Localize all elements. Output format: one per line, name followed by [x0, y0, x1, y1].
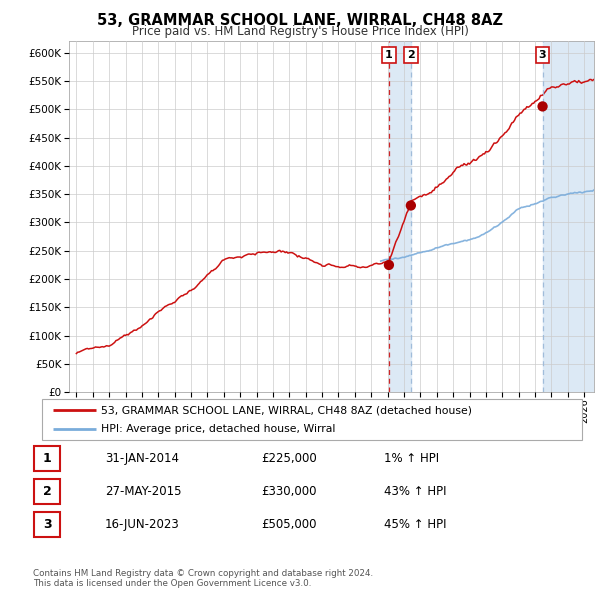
Text: £330,000: £330,000 — [261, 485, 317, 498]
Bar — [389, 41, 411, 392]
Text: 16-JUN-2023: 16-JUN-2023 — [105, 518, 180, 531]
Text: £225,000: £225,000 — [261, 452, 317, 465]
Bar — [542, 41, 597, 392]
Text: 3: 3 — [539, 50, 547, 60]
Text: 27-MAY-2015: 27-MAY-2015 — [105, 485, 182, 498]
Text: 2: 2 — [407, 50, 415, 60]
Text: 43% ↑ HPI: 43% ↑ HPI — [384, 485, 446, 498]
Text: 1: 1 — [43, 452, 52, 465]
Text: Price paid vs. HM Land Registry's House Price Index (HPI): Price paid vs. HM Land Registry's House … — [131, 25, 469, 38]
Point — [538, 101, 547, 111]
Point — [406, 201, 416, 210]
Text: HPI: Average price, detached house, Wirral: HPI: Average price, detached house, Wirr… — [101, 424, 336, 434]
Text: 45% ↑ HPI: 45% ↑ HPI — [384, 518, 446, 531]
Text: Contains HM Land Registry data © Crown copyright and database right 2024.
This d: Contains HM Land Registry data © Crown c… — [33, 569, 373, 588]
Text: 53, GRAMMAR SCHOOL LANE, WIRRAL, CH48 8AZ: 53, GRAMMAR SCHOOL LANE, WIRRAL, CH48 8A… — [97, 13, 503, 28]
Point — [384, 260, 394, 270]
Text: 1% ↑ HPI: 1% ↑ HPI — [384, 452, 439, 465]
Text: 1: 1 — [385, 50, 393, 60]
Text: 31-JAN-2014: 31-JAN-2014 — [105, 452, 179, 465]
Text: 3: 3 — [43, 518, 52, 531]
Text: 53, GRAMMAR SCHOOL LANE, WIRRAL, CH48 8AZ (detached house): 53, GRAMMAR SCHOOL LANE, WIRRAL, CH48 8A… — [101, 405, 472, 415]
Text: 2: 2 — [43, 485, 52, 498]
Text: £505,000: £505,000 — [261, 518, 317, 531]
